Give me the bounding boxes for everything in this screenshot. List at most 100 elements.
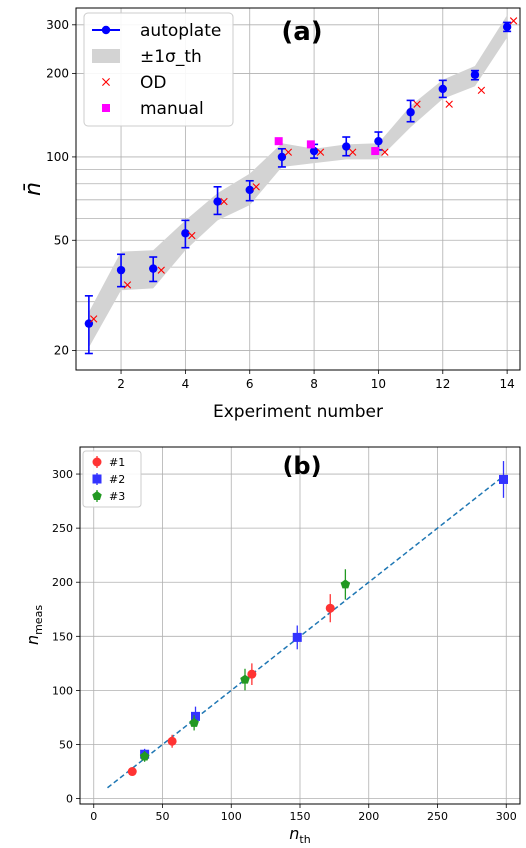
autoplate-point [116,265,126,275]
legend-label: #1 [109,456,125,469]
panel-a-xtick-label: 14 [499,377,514,391]
legend-label: autoplate [140,21,221,41]
autoplate-point [374,136,383,146]
legend-label: manual [140,99,204,119]
legend-band-swatch [92,49,120,63]
panel-b: 0 50 100 150 200 250 300 0 50 100 150 200 250 300 (b)… [23,446,521,846]
od-point [123,281,132,289]
autoplate-point [309,146,319,156]
od-point [316,148,325,156]
manual-point [306,140,315,149]
legend-manual-marker [102,104,110,112]
panel-a-xtick-label: 4 [182,377,190,391]
panel-a-ytick-label: 300 [46,18,69,32]
panel-a-ytick-label: 20 [54,343,69,357]
legend-label: #3 [109,490,125,503]
od-point [220,197,228,206]
manual-point [274,137,283,146]
panel-a-marks-layer [84,17,518,355]
panel-b-ylabel: nmeas [23,605,45,645]
autoplate-point [502,22,512,32]
autoplate-point [181,229,190,238]
od-point [349,148,357,156]
series-1-point [167,736,177,746]
panel-b-grid [80,447,520,804]
autoplate-point [245,185,254,195]
series-3-point [139,751,150,761]
panel-a-ytick-label: 100 [46,150,69,164]
panel-a-xlabel: Experiment number [213,402,383,422]
autoplate-point [213,197,222,206]
legend-label: ±1σ_th [140,47,202,67]
panel-b-xtick-label: 200 [358,810,379,823]
od-point [252,183,260,191]
od-point [157,266,165,274]
series-3-point [340,579,351,589]
panel-b-ytick-label: 150 [52,630,73,643]
legend-od-marker [102,78,110,86]
legend-label: #2 [109,473,125,486]
panel-a: 2 4 6 8 10 12 14 20 50 100 200 300 (a) Experiment n… [21,7,521,422]
autoplate-point [277,152,287,162]
panel-b-legend: #1 #2 #3 [82,450,142,508]
autoplate-point [149,264,158,273]
panel-a-xtick-label: 8 [310,377,318,391]
autoplate-point [406,108,415,117]
legend-marker [92,491,102,501]
panel-b-xtick-label: 100 [221,810,242,823]
od-point [90,315,98,323]
autoplate-point [438,84,447,94]
panel-a-ylabel: n̄ [21,182,46,196]
od-point [188,231,196,240]
panel-a-label: (a) [281,17,322,47]
panel-b-xtick-label: 0 [90,810,97,823]
series-2-point [499,474,508,484]
legend-box [83,12,234,127]
legend-label: OD [140,73,166,93]
od-point [445,100,453,108]
panel-b-xlabel: nth [289,824,310,846]
panel-b-ytick-label: 300 [52,468,73,481]
od-point [284,148,293,156]
panel-b-ticks: 0 50 100 150 200 250 300 0 50 100 150 200 250 300 [52,468,517,823]
panel-a-legend: autoplate ±1σ_th OD manual [83,12,234,127]
legend-autoplate-marker [101,25,111,35]
series-2-point [191,711,200,721]
series-3-point [240,674,250,684]
panel-a-frame [75,7,521,371]
panel-b-label: (b) [282,452,321,480]
panel-a-xtick-label: 12 [435,377,450,391]
panel-b-ytick-label: 0 [66,793,73,806]
panel-b-ytick-label: 50 [59,739,73,752]
autoplate-point [342,142,351,151]
series-3-point [189,717,199,727]
fit-line [107,475,504,789]
panel-b-xtick-label: 150 [290,810,311,823]
series-1-point [325,603,335,613]
panel-a-ticks: 2 4 6 8 10 12 14 20 50 100 200 300 [46,18,515,391]
panel-a-xtick-label: 10 [371,377,386,391]
series-2-point [292,632,302,642]
panel-b-ytick-label: 100 [52,684,73,697]
od-point [413,100,421,108]
autoplate-point [470,70,480,79]
panel-a-ytick-label: 50 [54,233,69,247]
panel-a-xtick-label: 6 [246,377,254,391]
series-1-point [247,669,257,679]
panel-b-xtick-label: 300 [496,810,517,823]
panel-a-xtick-label: 2 [117,377,125,391]
series-1-point [127,767,137,777]
panel-a-ytick-label: 200 [46,67,69,81]
legend-marker [92,474,102,484]
od-point [381,148,389,156]
manual-point [371,147,380,156]
legend-marker [92,457,102,467]
panel-b-marks-layer [107,461,508,789]
panel-b-ytick-label: 200 [52,576,73,589]
panel-a-grid [76,8,520,370]
panel-b-xtick-label: 250 [427,810,448,823]
panel-b-ytick-label: 250 [52,522,73,535]
od-point [477,86,486,95]
panel-b-xtick-label: 50 [156,810,170,823]
